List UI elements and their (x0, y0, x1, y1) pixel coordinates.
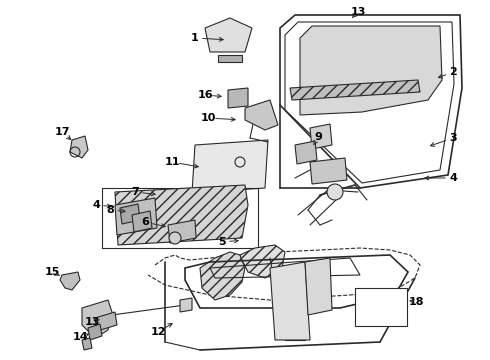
Text: 18: 18 (408, 297, 424, 307)
Polygon shape (95, 312, 117, 331)
Polygon shape (228, 88, 248, 108)
Text: 3: 3 (449, 133, 457, 143)
Text: 17: 17 (54, 127, 70, 137)
Text: 11: 11 (164, 157, 180, 167)
Polygon shape (310, 124, 332, 149)
Text: 6: 6 (141, 217, 149, 227)
Text: 12: 12 (150, 327, 166, 337)
Polygon shape (245, 100, 278, 130)
Text: 4: 4 (449, 173, 457, 183)
Text: 16: 16 (197, 90, 213, 100)
Polygon shape (115, 198, 157, 235)
Text: 2: 2 (449, 67, 457, 77)
Polygon shape (60, 272, 80, 290)
Text: 10: 10 (200, 113, 216, 123)
Polygon shape (290, 80, 420, 100)
Text: 8: 8 (106, 205, 114, 215)
Polygon shape (200, 252, 245, 300)
Circle shape (169, 232, 181, 244)
Polygon shape (70, 136, 88, 158)
Polygon shape (115, 185, 248, 245)
Text: 4: 4 (92, 200, 100, 210)
Polygon shape (295, 141, 317, 164)
Polygon shape (180, 298, 192, 312)
Polygon shape (132, 211, 152, 232)
Text: 7: 7 (131, 187, 139, 197)
Text: 15: 15 (44, 267, 60, 277)
Polygon shape (240, 245, 285, 278)
Text: 9: 9 (314, 132, 322, 142)
Text: 1: 1 (191, 33, 199, 43)
Text: 5: 5 (218, 237, 226, 247)
Circle shape (327, 184, 343, 200)
Polygon shape (300, 26, 442, 115)
Polygon shape (218, 55, 242, 62)
Polygon shape (168, 220, 196, 243)
Polygon shape (192, 140, 268, 193)
Polygon shape (305, 258, 332, 315)
Bar (355, 288, 407, 326)
Polygon shape (120, 204, 140, 224)
Polygon shape (270, 262, 310, 340)
Text: 14: 14 (72, 332, 88, 342)
Polygon shape (205, 18, 252, 52)
Polygon shape (310, 158, 347, 184)
Text: 13: 13 (84, 317, 99, 327)
Polygon shape (82, 300, 112, 338)
Text: 13: 13 (350, 7, 366, 17)
Polygon shape (88, 324, 102, 340)
Polygon shape (82, 338, 92, 350)
